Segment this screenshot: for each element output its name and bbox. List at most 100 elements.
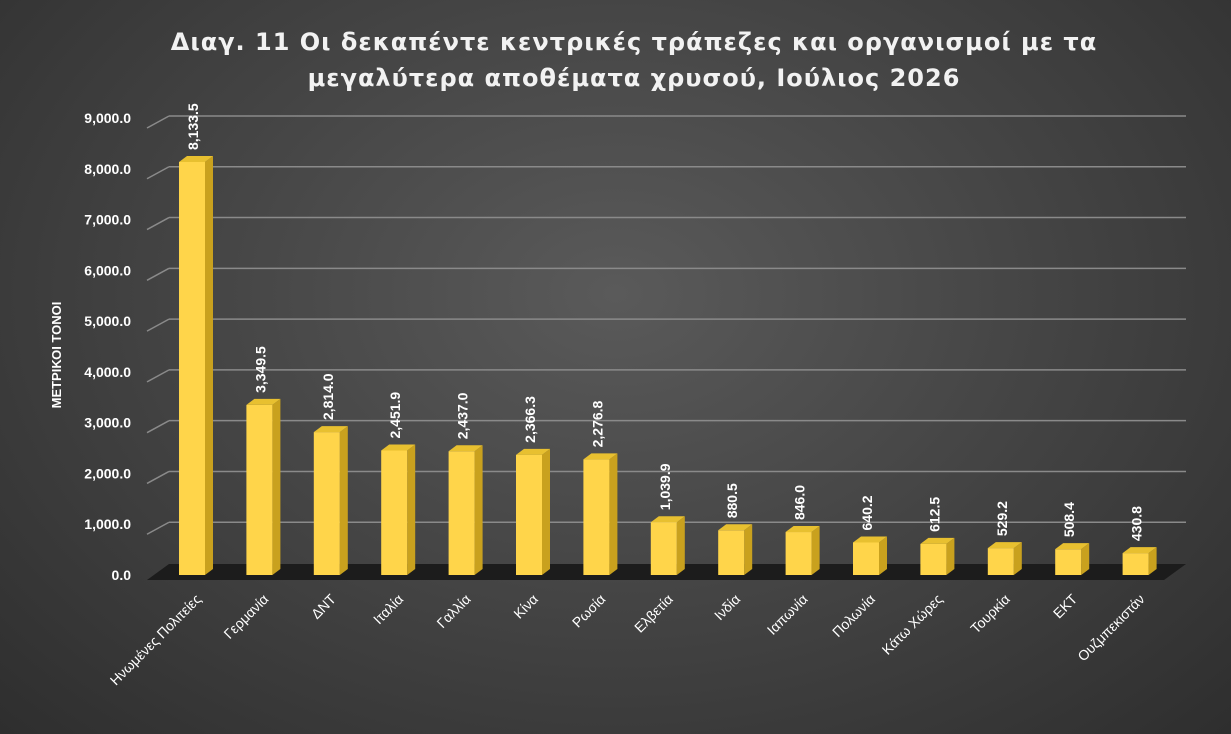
bar-side [1081, 543, 1090, 575]
bar [313, 432, 340, 575]
bar-top [920, 537, 955, 544]
gridline-stub [146, 267, 170, 281]
chart-title-line-2: μεγαλύτερα αποθέματα χρυσού, Ιούλιος 202… [308, 64, 961, 92]
bar-side [946, 537, 955, 575]
value-label: 508.4 [1061, 502, 1077, 537]
gridline-stub [146, 166, 170, 180]
bar-top [1055, 543, 1090, 550]
y-tick-label: 1,000.0 [84, 516, 131, 532]
category-label: Γαλλία [433, 591, 473, 631]
gridline-stub [146, 470, 170, 485]
bar [448, 451, 475, 575]
bar [920, 543, 947, 575]
bar [785, 532, 812, 575]
gridline-stub [146, 521, 170, 535]
bar-group [246, 398, 281, 575]
bar-top [179, 155, 213, 162]
bar-side [811, 526, 820, 575]
chart-title-line-1: Διαγ. 11 Οι δεκαπέντε κεντρικές τράπεζες… [171, 28, 1097, 56]
y-axis-title: ΜΕΤΡΙΚΟΙ ΤΟΝΟΙ [49, 302, 64, 409]
gridline-stub [146, 216, 170, 231]
gridline-stub [146, 420, 170, 434]
value-label: 612.5 [926, 497, 942, 532]
bar [1122, 553, 1149, 575]
category-label: Ρωσία [569, 591, 609, 631]
bar [583, 459, 610, 575]
y-tick-label: 3,000.0 [84, 415, 131, 431]
value-label: 880.5 [724, 483, 740, 518]
bar-side [1148, 547, 1157, 575]
category-label: Ιταλία [370, 591, 406, 627]
value-label: 430.8 [1129, 506, 1145, 541]
y-tick-label: 6,000.0 [84, 262, 131, 278]
bar [718, 530, 745, 575]
category-label: Γερμανία [220, 591, 271, 642]
bar-group [718, 524, 753, 575]
bar-side [474, 445, 483, 575]
category-label: Κάτω Χώρες [879, 591, 946, 658]
bars [179, 155, 1157, 575]
value-label: 1,039.9 [657, 463, 673, 510]
bar-side [676, 516, 685, 575]
bar-group [1122, 547, 1157, 575]
value-label: 8,133.5 [185, 103, 201, 150]
x-axis-categories: Ηνωμένες Πολιτείες Γερμανία ΔΝΤ Ιταλία Γαλλί… [107, 590, 1148, 688]
gridline-stub [146, 318, 170, 332]
bar-top [516, 448, 550, 455]
bar [179, 161, 205, 575]
bar-top [313, 426, 348, 433]
value-label: 846.0 [792, 485, 808, 520]
gridline-stub [146, 115, 170, 129]
category-label: Κίνα [510, 591, 541, 622]
bar-top [448, 445, 483, 452]
value-label: 3,349.5 [252, 346, 268, 393]
bar-group [179, 155, 213, 575]
value-label: 2,276.8 [589, 400, 605, 447]
y-tick-label: 4,000.0 [84, 364, 131, 380]
value-label: 529.2 [994, 501, 1010, 536]
bar-group [987, 542, 1022, 575]
bar-side [542, 448, 550, 575]
bar-group [853, 536, 887, 575]
bar [853, 542, 879, 575]
y-tick-label: 0.0 [112, 567, 132, 583]
value-label: 2,451.9 [387, 392, 403, 439]
category-label: Ηνωμένες Πολιτείες [107, 591, 205, 689]
bar-group [516, 448, 550, 575]
value-label: 640.2 [859, 495, 875, 530]
bar-group [448, 445, 483, 575]
bar-side [205, 155, 213, 575]
bar [650, 522, 677, 575]
bar-side [407, 444, 416, 575]
bar-group [583, 453, 618, 575]
category-label: Ιαπωνία [764, 591, 811, 638]
gridline-stub [146, 369, 170, 383]
bar-side [339, 426, 348, 575]
bar-side [879, 536, 887, 575]
bar-top [853, 536, 887, 543]
category-label: Ελβετία [631, 591, 676, 636]
category-label: ΕΚΤ [1050, 590, 1081, 621]
bar-group [313, 426, 348, 575]
bar-group [1055, 543, 1090, 575]
bar-top [1122, 547, 1157, 554]
value-labels: 8,133.5 3,349.5 2,814.0 2,451.9 2,437.0 2,366… [185, 103, 1145, 541]
bar-group [650, 516, 685, 575]
bar [516, 454, 542, 575]
y-tick-label: 9,000.0 [84, 110, 131, 126]
bar [1055, 549, 1082, 575]
bar-side [1013, 542, 1022, 575]
bar-top [987, 542, 1022, 549]
value-label: 2,437.0 [455, 392, 471, 439]
y-tick-label: 7,000.0 [84, 212, 131, 228]
bar-group [381, 444, 416, 575]
y-tick-label: 5,000.0 [84, 313, 131, 329]
bar-side [744, 524, 753, 575]
bar-top [785, 526, 820, 533]
bar [246, 404, 273, 575]
category-label: Ινδία [711, 591, 743, 623]
value-label: 2,366.3 [522, 396, 538, 443]
bar-top [246, 398, 281, 405]
category-label: Ουζμπεκιστάν [1074, 591, 1147, 664]
